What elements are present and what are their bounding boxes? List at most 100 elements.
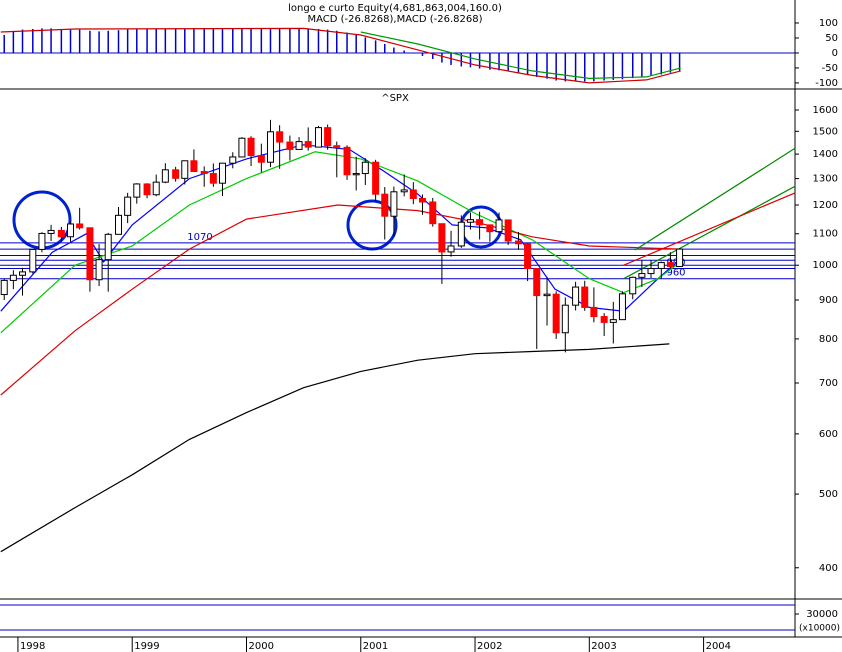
candle-body — [618, 293, 626, 321]
macd-subtitle: MACD (-26.8268),MACD (-26.8268) — [307, 14, 482, 25]
candle-body — [286, 141, 294, 150]
candle-body — [552, 293, 560, 334]
candle-body — [95, 259, 103, 281]
y-tick-label: 500 — [819, 489, 838, 500]
candle-body — [361, 161, 369, 175]
candle-body — [229, 156, 237, 164]
trend-line — [634, 147, 796, 251]
candle-body — [172, 169, 180, 179]
x-tick-label: 2003 — [591, 641, 616, 652]
candle-body — [390, 191, 398, 217]
candle-body — [209, 173, 217, 184]
candle-body — [466, 219, 474, 223]
candle-body — [161, 169, 169, 183]
candle-body — [609, 319, 617, 323]
y-tick-label: 30000 — [806, 609, 838, 620]
level-label: 960 — [666, 268, 685, 279]
candle-body — [533, 268, 541, 297]
candle-body — [476, 219, 484, 226]
candle-body — [133, 183, 141, 198]
candle-body — [218, 162, 226, 184]
trend-line — [623, 192, 796, 266]
y-tick-label: 50 — [825, 33, 838, 44]
x-tick-label: 1999 — [134, 641, 159, 652]
candle-body — [438, 223, 446, 253]
candle-body — [666, 262, 674, 268]
candle-body — [266, 131, 274, 163]
chart-title: ^SPX — [381, 93, 409, 104]
volume-unit: (x10000) — [799, 624, 840, 634]
y-tick-label: 700 — [819, 378, 838, 389]
candle-body — [429, 201, 437, 225]
x-tick-label: 2000 — [248, 641, 273, 652]
candle-body — [486, 224, 494, 233]
candle-body — [152, 181, 160, 196]
candle-body — [676, 248, 684, 268]
trend-line — [623, 185, 796, 280]
candle-body — [343, 146, 351, 176]
candle-body — [572, 286, 580, 306]
candle-body — [352, 173, 360, 176]
candle-body — [115, 214, 123, 235]
candle-body — [647, 268, 655, 275]
moving-average — [0, 204, 681, 396]
y-tick-label: 800 — [819, 334, 838, 345]
macd-line — [360, 31, 681, 80]
candle-body — [247, 137, 255, 157]
candle-body — [76, 223, 84, 229]
y-tick-label: -100 — [815, 78, 838, 89]
candle-body — [29, 248, 37, 273]
candle-body — [0, 279, 8, 296]
candle-body — [124, 196, 132, 216]
y-tick-label: 600 — [819, 429, 838, 440]
y-tick-label: 0 — [832, 48, 838, 59]
candle-body — [457, 221, 465, 247]
y-tick-label: -50 — [822, 63, 838, 74]
candle-body — [418, 197, 426, 203]
x-tick-label: 2002 — [477, 641, 502, 652]
y-tick-label: 1500 — [813, 126, 838, 137]
candle-body — [524, 243, 532, 270]
candle-body — [409, 189, 417, 199]
candle-body — [400, 189, 408, 193]
candle-body — [9, 274, 17, 281]
y-tick-label: 1600 — [813, 105, 838, 116]
x-tick-label: 1998 — [20, 641, 45, 652]
candle-body — [657, 262, 665, 270]
candle-body — [304, 141, 312, 148]
y-tick-label: 1400 — [813, 149, 838, 160]
candle-body — [495, 219, 503, 233]
candle-body — [590, 306, 598, 318]
y-tick-label: 1100 — [813, 229, 838, 240]
macd-line — [0, 27, 681, 84]
candle-body — [333, 145, 341, 148]
y-tick-label: 900 — [819, 295, 838, 306]
candle-body — [514, 240, 522, 245]
candle-body — [295, 141, 303, 150]
candle-body — [504, 219, 512, 242]
y-tick-label: 100 — [819, 18, 838, 29]
y-tick-label: 1200 — [813, 200, 838, 211]
candle-body — [324, 127, 332, 147]
moving-average — [0, 144, 682, 312]
moving-average — [0, 151, 682, 334]
candle-body — [276, 131, 284, 143]
candle-body — [629, 276, 637, 295]
candle-body — [600, 316, 608, 323]
candle-body — [57, 229, 65, 238]
candle-body — [238, 137, 246, 158]
y-tick-label: 1300 — [813, 174, 838, 185]
y-tick-label: 400 — [819, 563, 838, 574]
candle-body — [47, 229, 55, 234]
x-tick-label: 2001 — [363, 641, 388, 652]
candle-body — [581, 286, 589, 308]
candle-body — [38, 232, 46, 250]
moving-average — [0, 343, 670, 553]
candle-body — [86, 227, 94, 281]
y-tick-label: 1000 — [813, 260, 838, 271]
candle-body — [543, 293, 551, 297]
candle-body — [372, 161, 380, 195]
candle-body — [200, 171, 208, 175]
